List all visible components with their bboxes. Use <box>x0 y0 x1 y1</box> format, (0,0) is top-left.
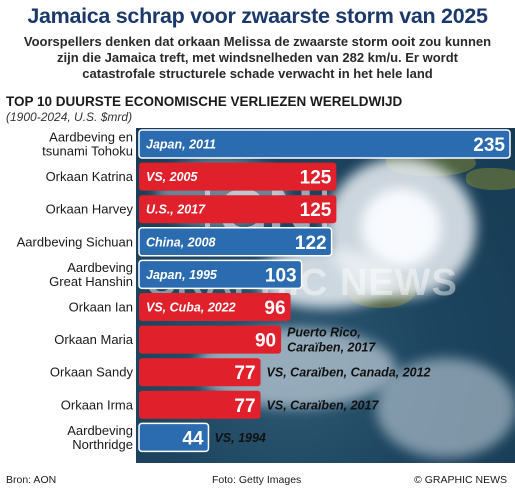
subtitle-line: zijn die Jamaica treft, met windsnelhede… <box>57 50 458 65</box>
value-label: 77 <box>234 396 255 417</box>
category-label: Orkaan Maria <box>54 332 134 347</box>
category-label: Aardbeving <box>67 423 133 438</box>
page-title: Jamaica schrap voor zwaarste storm van 2… <box>27 4 488 28</box>
note-label: U.S., 2017 <box>146 203 206 217</box>
category-label: Aardbeving en <box>49 130 133 145</box>
subtitle-line: catastrofale structurele schade verwacht… <box>82 66 433 81</box>
value-label: 235 <box>473 135 505 156</box>
bar <box>138 129 511 159</box>
note-label: VS, 1994 <box>214 431 265 445</box>
value-label: 125 <box>300 200 332 221</box>
bar <box>139 293 291 321</box>
value-label: 103 <box>265 265 297 286</box>
note-label: VS, Caraïben, Canada, 2012 <box>267 366 431 380</box>
note-label: VS, Cuba, 2022 <box>146 301 236 315</box>
footer-source: Bron: AON <box>6 474 57 486</box>
category-label: Orkaan Irma <box>61 397 134 412</box>
value-label: 77 <box>234 363 255 384</box>
chart-title: TOP 10 DUURSTE ECONOMISCHE VERLIEZEN WER… <box>6 94 403 109</box>
bar <box>139 162 337 191</box>
note-label: Puerto Rico, <box>287 326 361 340</box>
category-label: Aardbeving <box>67 260 133 275</box>
category-label: Orkaan Katrina <box>46 169 134 184</box>
value-label: 96 <box>264 298 285 319</box>
note-label: Caraïben, 2017 <box>287 341 376 355</box>
value-label: 125 <box>300 168 332 189</box>
category-label: Orkaan Harvey <box>46 202 134 217</box>
value-label: 122 <box>295 233 327 254</box>
note-label: China, 2008 <box>146 235 216 249</box>
category-label: Great Hanshin <box>49 274 133 289</box>
bar <box>139 358 261 387</box>
note-label: Japan, 2011 <box>146 138 216 152</box>
subtitle-line: Voorspellers denken dat orkaan Melissa d… <box>23 34 492 49</box>
bar <box>139 325 282 354</box>
value-label: 44 <box>182 428 204 449</box>
page-subtitle: Voorspellers denken dat orkaan Melissa d… <box>8 34 507 82</box>
category-label: Orkaan Sandy <box>50 365 134 380</box>
bar <box>138 227 333 257</box>
bar <box>138 259 303 290</box>
bar <box>138 422 210 453</box>
value-label: 90 <box>255 331 276 352</box>
bar <box>139 390 261 419</box>
note-label: VS, Caraïben, 2017 <box>267 398 380 412</box>
footer-photo-credit: Foto: Getty Images <box>212 474 302 486</box>
category-label: Orkaan Ian <box>69 300 133 315</box>
bar <box>139 195 337 224</box>
footer-copyright: © GRAPHIC NEWS <box>414 474 507 486</box>
note-label: Japan, 1995 <box>146 268 218 282</box>
note-label: VS, 2005 <box>146 170 198 184</box>
category-label: Aardbeving Sichuan <box>17 234 133 249</box>
category-label: tsunami Tohoku <box>42 144 133 159</box>
chart-subtitle: (1900-2024, U.S. $mrd) <box>6 110 133 124</box>
category-label: Northridge <box>72 437 133 452</box>
